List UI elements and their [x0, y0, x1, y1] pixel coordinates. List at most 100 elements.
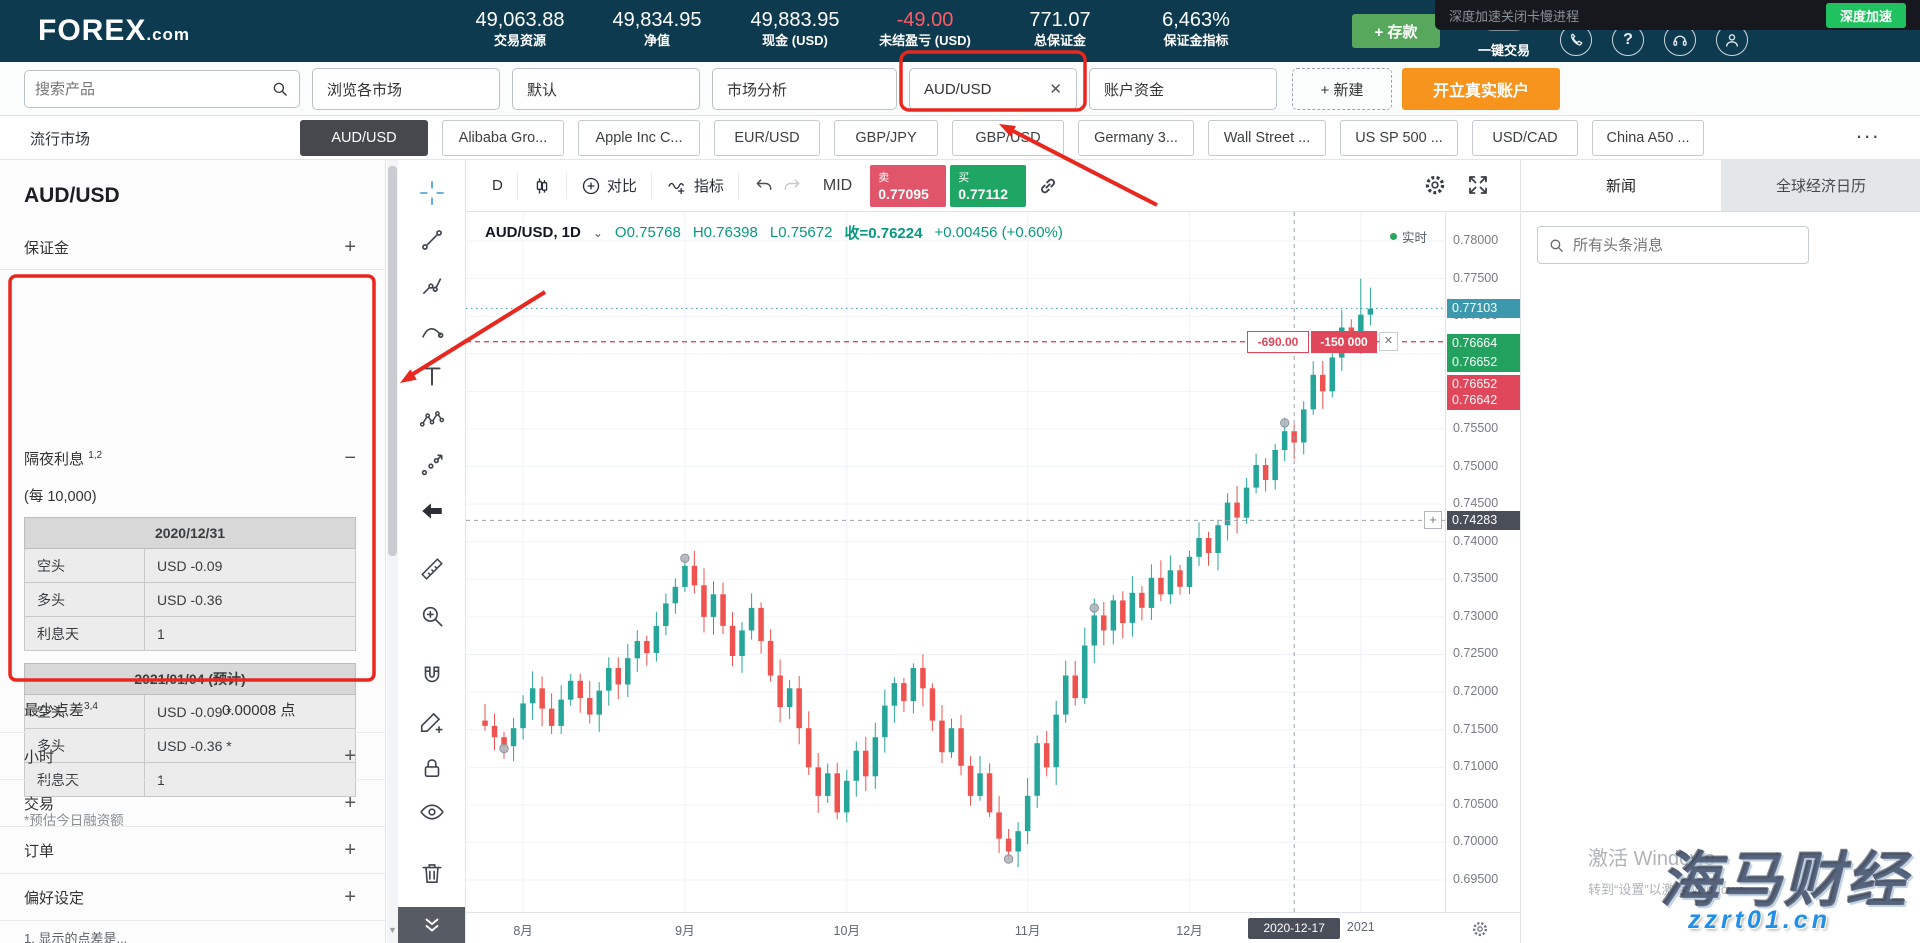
tab-economic-calendar[interactable]: 全球经济日历	[1775, 178, 1866, 195]
link-chart-button[interactable]	[1036, 175, 1060, 197]
chart-style-button[interactable]	[532, 176, 552, 196]
expand-icon[interactable]: +	[344, 235, 356, 258]
sell-button[interactable]: 卖 0.77095	[870, 164, 947, 207]
site-url-watermark: zzrt01.cn	[1688, 906, 1831, 934]
section-orders[interactable]: 订单 +	[0, 827, 385, 874]
stat-label: 净值	[643, 33, 670, 48]
section-margin[interactable]: 保证金 +	[0, 225, 385, 270]
product-search[interactable]	[24, 70, 300, 108]
forecast-tool-icon[interactable]	[415, 448, 449, 482]
text-tool-icon[interactable]	[415, 359, 449, 393]
tab-audusd[interactable]: AUD/USD ✕	[909, 68, 1077, 110]
chip-ussp500[interactable]: US SP 500 ...	[1340, 120, 1458, 156]
section-hours[interactable]: 小时 +	[0, 733, 385, 780]
product-search-input[interactable]	[35, 80, 271, 98]
tab-label: 账户资金	[1104, 81, 1165, 99]
chip-germany30[interactable]: Germany 3...	[1078, 120, 1194, 156]
stat-value: 771.07	[1029, 9, 1091, 31]
chip-eurusd[interactable]: EUR/USD	[714, 120, 820, 156]
expand-icon[interactable]: +	[344, 744, 356, 767]
open-live-account-button[interactable]: 开立真实账户	[1402, 68, 1560, 110]
arrow-tool-icon[interactable]	[415, 494, 449, 528]
time-tick-label: 12月	[1176, 924, 1203, 938]
compare-button[interactable]: 对比	[581, 175, 637, 196]
sidebar-scrollbar[interactable]: ▼	[387, 160, 398, 943]
chart-settings-button[interactable]	[1422, 172, 1448, 198]
tab-default[interactable]: 默认	[512, 68, 700, 110]
per-10000-label: (每 10,000)	[24, 489, 97, 505]
crosshair-tool-icon[interactable]	[415, 176, 449, 210]
price-tick-label: 0.70500	[1453, 796, 1499, 811]
mid-price-toggle[interactable]: MID	[822, 176, 853, 194]
forex-logo[interactable]: FOREX.com	[38, 14, 190, 48]
buy-price: 0.77112	[958, 185, 1009, 202]
fullscreen-button[interactable]	[1466, 173, 1490, 197]
lock-tool-icon[interactable]	[415, 751, 449, 785]
collapse-icon[interactable]: −	[344, 447, 356, 469]
collapse-tools-button[interactable]	[398, 907, 465, 943]
chart-symbol[interactable]: AUD/USD, 1D	[485, 224, 581, 241]
buy-label: 买	[958, 171, 970, 184]
more-markets-button[interactable]: ...	[1856, 118, 1881, 143]
deposit-button[interactable]: + 存款	[1352, 14, 1440, 48]
section-label: 偏好设定	[24, 889, 85, 907]
position-close-button[interactable]: ✕	[1379, 332, 1398, 352]
news-panel: 新闻 全球经济日历	[1520, 160, 1920, 943]
expand-icon[interactable]: +	[344, 791, 356, 814]
redo-button[interactable]	[781, 176, 803, 196]
chip-gbpusd[interactable]: GBP/USD	[952, 120, 1064, 156]
tab-label: AUD/USD	[924, 80, 992, 98]
timeframe-button[interactable]: D	[492, 177, 503, 194]
tab-browse-markets[interactable]: 浏览各市场	[312, 68, 500, 110]
news-search-input[interactable]	[1573, 236, 1798, 254]
indicators-button[interactable]: 指标	[666, 175, 724, 196]
redo-icon	[784, 178, 800, 190]
section-trading[interactable]: 交易 +	[0, 780, 385, 827]
trash-tool-icon[interactable]	[415, 856, 449, 890]
scrollbar-thumb[interactable]	[388, 166, 397, 556]
expand-icon[interactable]: +	[344, 838, 356, 861]
ruler-tool-icon[interactable]	[415, 552, 449, 586]
zoom-in-tool-icon[interactable]	[415, 599, 449, 633]
chip-gbpjpy[interactable]: GBP/JPY	[834, 120, 938, 156]
eye-tool-icon[interactable]	[415, 795, 449, 829]
trend-angle-tool-icon[interactable]	[415, 268, 449, 302]
candlestick-chart[interactable]	[466, 212, 1445, 912]
ohlc-low: L0.75672	[769, 224, 833, 241]
chip-china-a50[interactable]: China A50 ...	[1592, 120, 1704, 156]
magnet-tool-icon[interactable]	[415, 659, 449, 693]
undo-button[interactable]	[753, 176, 775, 196]
section-preferences[interactable]: 偏好设定 +	[0, 874, 385, 921]
crosshair-plus-handle[interactable]: +	[1424, 511, 1442, 530]
chip-usdcad[interactable]: USD/CAD	[1472, 120, 1578, 156]
chevron-down-icon[interactable]: ⌄	[592, 225, 603, 240]
price-axis[interactable]: 0.780000.775000.770000.765000.760000.755…	[1445, 212, 1520, 912]
pencil-plus-tool-icon[interactable]	[415, 705, 449, 739]
chip-wall-street[interactable]: Wall Street ...	[1208, 120, 1326, 156]
time-axis-settings-icon[interactable]	[1470, 919, 1490, 939]
expand-icon[interactable]: +	[344, 885, 356, 908]
site-brand-watermark: 海马财经	[1660, 847, 1908, 914]
tab-account-funds[interactable]: 账户资金	[1089, 68, 1277, 110]
time-axis[interactable]: 8月 9月 10月 11月 12月 2021 2020-12-17	[466, 912, 1520, 943]
close-icon[interactable]: ✕	[1049, 81, 1062, 98]
top-header: FOREX.com 49,063.88 交易资源 49,834.95 净值 49…	[0, 0, 1920, 62]
xabcd-pattern-tool-icon[interactable]	[415, 403, 449, 437]
position-size-tag[interactable]: -150 000	[1311, 330, 1377, 353]
tab-news[interactable]: 新闻	[1521, 160, 1721, 211]
chip-apple[interactable]: Apple Inc C...	[578, 120, 700, 156]
instrument-title: AUD/USD	[24, 184, 120, 207]
tab-market-analysis[interactable]: 市场分析	[712, 68, 897, 110]
overnight-label: 隔夜利息 1,2	[24, 450, 103, 468]
chip-audusd[interactable]: AUD/USD	[300, 120, 428, 156]
price-tag: 0.74283	[1447, 510, 1520, 530]
news-search[interactable]	[1537, 226, 1809, 264]
chip-alibaba[interactable]: Alibaba Gro...	[442, 120, 564, 156]
speed-booster-button[interactable]: 深度加速	[1825, 2, 1906, 28]
buy-button[interactable]: 买 0.77112	[950, 164, 1027, 207]
trendline-tool-icon[interactable]	[415, 223, 449, 257]
scroll-down-arrow[interactable]: ▼	[388, 925, 397, 935]
curve-tool-icon[interactable]	[415, 315, 449, 349]
stat-total-margin: 771.07 总保证金	[975, 8, 1145, 50]
new-tab-button[interactable]: + 新建	[1292, 68, 1392, 110]
